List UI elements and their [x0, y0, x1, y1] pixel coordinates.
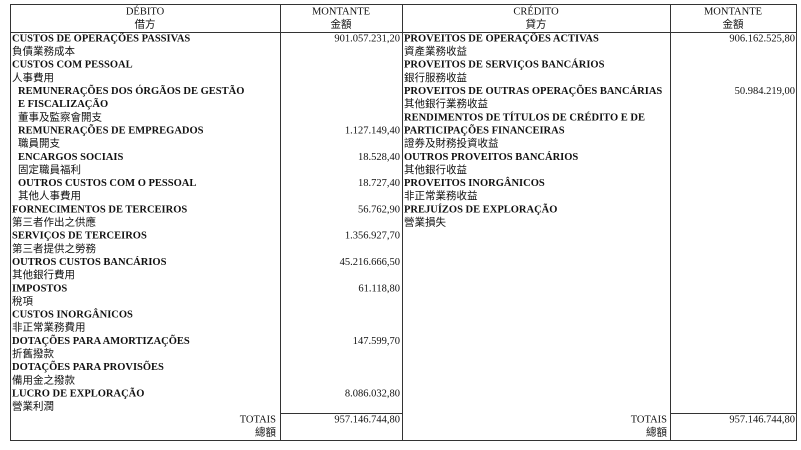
column-title: MONTANTE	[312, 6, 370, 17]
account-name-zh: 其他人事費用	[18, 189, 81, 202]
account-name: CUSTOS DE OPERAÇÕES PASSIVAS	[12, 32, 190, 44]
account-name-zh: 營業利潤	[12, 400, 54, 413]
account-name: DOTAÇÕES PARA PROVISÕES	[12, 361, 164, 373]
account-name-zh: 營業損失	[404, 216, 446, 229]
account-name-zh: 非正常業務費用	[12, 321, 86, 334]
amount: 1.356.927,70	[345, 231, 400, 242]
account-name: PARTICIPAÇÕES FINANCEIRAS	[404, 124, 565, 136]
amount: 906.162.525,80	[729, 33, 795, 44]
account-name-zh: 其他銀行費用	[12, 268, 75, 281]
account-name-zh: 銀行服務收益	[404, 71, 467, 84]
column-title-zh: 借方	[135, 17, 156, 30]
amount: 56.762,90	[358, 204, 400, 215]
amount: 8.086.032,80	[345, 388, 400, 399]
account-name: ENCARGOS SOCIAIS	[18, 152, 123, 163]
account-name-zh: 固定職員福利	[18, 163, 81, 176]
column-title-zh: 金額	[331, 17, 352, 30]
account-name: PREJUÍZOS DE EXPLORAÇÃO	[404, 203, 557, 215]
account-name-zh: 稅項	[12, 295, 33, 307]
account-name-zh: 資產業務收益	[404, 45, 467, 58]
amount: 61.118,80	[358, 283, 400, 294]
column-title-zh: 金額	[723, 17, 744, 30]
amount: 45.216.666,50	[340, 257, 400, 268]
account-name: CUSTOS COM PESSOAL	[12, 60, 133, 71]
account-name-zh: 折舊撥款	[12, 347, 54, 360]
account-name: PROVEITOS DE OPERAÇÕES ACTIVAS	[404, 32, 599, 44]
account-name: REMUNERAÇÕES DE EMPREGADOS	[18, 124, 204, 136]
account-name-zh: 職員開支	[18, 138, 60, 150]
account-name-zh: 人事費用	[12, 71, 54, 84]
totals-label-zh: 總額	[646, 425, 667, 438]
account-name-zh: 其他銀行業務收益	[404, 97, 488, 110]
amount: 1.127.149,40	[345, 125, 400, 136]
account-name: E FISCALIZAÇÃO	[18, 98, 108, 110]
totals-label-zh: 總額	[255, 425, 276, 438]
account-name: REMUNERAÇÕES DOS ÓRGÃOS DE GESTÃO	[18, 85, 244, 97]
totals-label: TOTAIS	[240, 414, 276, 425]
account-name-zh: 備用金之撥款	[12, 373, 75, 386]
amount: 18.727,40	[358, 178, 400, 189]
amount: 50.984.219,00	[735, 86, 795, 97]
account-name: IMPOSTOS	[12, 283, 67, 294]
column-title: CRÉDITO	[513, 5, 559, 17]
amount: 18.528,40	[358, 152, 400, 163]
account-name: FORNECIMENTOS DE TERCEIROS	[12, 204, 187, 215]
account-name-zh: 第三者作出之供應	[12, 216, 96, 229]
account-name: LUCRO DE EXPLORAÇÃO	[12, 387, 144, 399]
account-name: OUTROS CUSTOS COM O PESSOAL	[18, 178, 196, 189]
amount: 147.599,70	[353, 336, 400, 347]
account-name-zh: 非正常業務收益	[404, 189, 478, 202]
totals-amount: 957.146.744,80	[334, 414, 400, 425]
column-title: DÉBITO	[126, 5, 165, 17]
account-name: OUTROS CUSTOS BANCÁRIOS	[12, 256, 167, 268]
column-title: MONTANTE	[704, 6, 762, 17]
table-border	[10, 4, 797, 441]
totals-label: TOTAIS	[631, 414, 667, 425]
account-name-zh: 負債業務成本	[12, 45, 75, 58]
account-name: PROVEITOS DE OUTRAS OPERAÇÕES BANCÁRIAS	[404, 85, 662, 97]
account-name: DOTAÇÕES PARA AMORTIZAÇÕES	[12, 335, 190, 347]
account-name: OUTROS PROVEITOS BANCÁRIOS	[404, 151, 578, 163]
column-title-zh: 貸方	[526, 17, 547, 30]
account-name: SERVIÇOS DE TERCEIROS	[12, 231, 147, 242]
account-name: RENDIMENTOS DE TÍTULOS DE CRÉDITO E DE	[404, 111, 645, 123]
account-name: PROVEITOS DE SERVIÇOS BANCÁRIOS	[404, 59, 605, 71]
totals-amount: 957.146.744,80	[729, 414, 795, 425]
account-name-zh: 其他銀行收益	[404, 163, 467, 176]
account-name: CUSTOS INORGÂNICOS	[12, 309, 133, 321]
account-name-zh: 第三者提供之勞務	[12, 242, 96, 255]
account-name: PROVEITOS INORGÂNICOS	[404, 177, 545, 189]
account-name-zh: 證券及財務投資收益	[404, 137, 499, 150]
amount: 901.057.231,20	[334, 33, 400, 44]
account-name-zh: 董事及監察會開支	[18, 110, 102, 123]
